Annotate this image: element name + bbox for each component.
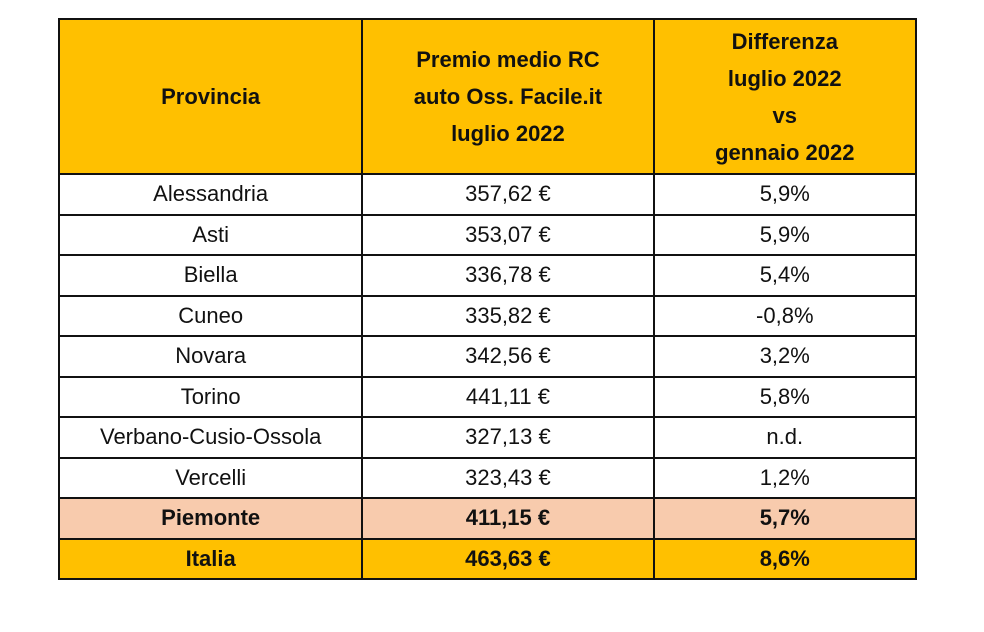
table-row: Novara 342,56 €3,2% (57, 335, 918, 378)
header-row: Provincia Premio medio RC auto Oss. Faci… (57, 18, 918, 175)
table-row: Verbano-Cusio-Ossola 327,13 € n.d. (57, 416, 918, 459)
region-row: Piemonte 411,15 € 5,7% (57, 497, 918, 540)
insurance-premium-table: Provincia Premio medio RC auto Oss. Faci… (57, 18, 918, 580)
cell-provincia: Novara (57, 335, 364, 378)
region-premio: 411,15 € (361, 497, 655, 540)
cell-provincia: Vercelli (57, 456, 364, 499)
cell-premio: 342,56 € (361, 335, 655, 378)
cell-differenza: 1,2% (652, 456, 918, 499)
cell-premio: 357,62 € (361, 173, 655, 216)
cell-premio: 323,43 € (361, 456, 655, 499)
header-differenza: Differenza luglio 2022 vs gennaio 2022 (652, 18, 918, 175)
cell-premio: 327,13 € (361, 416, 655, 459)
country-name: Italia (57, 537, 364, 580)
cell-provincia: Biella (57, 254, 364, 297)
cell-differenza: 5,4% (652, 254, 918, 297)
cell-premio: 353,07 € (361, 213, 655, 256)
region-differenza: 5,7% (652, 497, 918, 540)
cell-differenza: 3,2% (652, 335, 918, 378)
header-provincia-text: Provincia (161, 84, 261, 109)
table-row: Alessandria 357,62 €5,9% (57, 173, 918, 216)
table-row: Cuneo 335,82 € -0,8% (57, 294, 918, 337)
cell-differenza: n.d. (652, 416, 918, 459)
cell-premio: 441,11 € (361, 375, 655, 418)
cell-differenza: -0,8% (652, 294, 918, 337)
table-row: Asti 353,07 €5,9% (57, 213, 918, 256)
country-row: Italia 463,63 € 8,6% (57, 537, 918, 580)
header-differenza-line: luglio 2022 (727, 65, 842, 91)
header-provincia: Provincia (57, 18, 364, 175)
table-row: Vercelli 323,43 €1,2% (57, 456, 918, 499)
header-premio-line: Premio medio RC (416, 47, 600, 72)
header-differenza-line: vs (772, 102, 798, 128)
cell-provincia: Verbano-Cusio-Ossola (57, 416, 364, 459)
cell-provincia: Asti (57, 213, 364, 256)
table-row: Torino 441,11 €5,8% (57, 375, 918, 418)
cell-provincia: Alessandria (57, 173, 364, 216)
header-differenza-line: gennaio 2022 (715, 139, 855, 165)
header-premio-line: luglio 2022 (451, 121, 565, 146)
cell-differenza: 5,9% (652, 173, 918, 216)
country-premio: 463,63 € (361, 537, 655, 580)
cell-premio: 335,82 € (361, 294, 655, 337)
cell-differenza: 5,9% (652, 213, 918, 256)
cell-premio: 336,78 € (361, 254, 655, 297)
cell-provincia: Cuneo (57, 294, 364, 337)
cell-provincia: Torino (57, 375, 364, 418)
header-premio: Premio medio RC auto Oss. Facile.it lugl… (361, 18, 655, 175)
region-name: Piemonte (57, 497, 364, 540)
header-premio-line: auto Oss. Facile.it (413, 84, 603, 109)
header-differenza-line: Differenza (731, 28, 838, 54)
table-row: Biella 336,78 €5,4% (57, 254, 918, 297)
cell-differenza: 5,8% (652, 375, 918, 418)
country-differenza: 8,6% (652, 537, 918, 580)
